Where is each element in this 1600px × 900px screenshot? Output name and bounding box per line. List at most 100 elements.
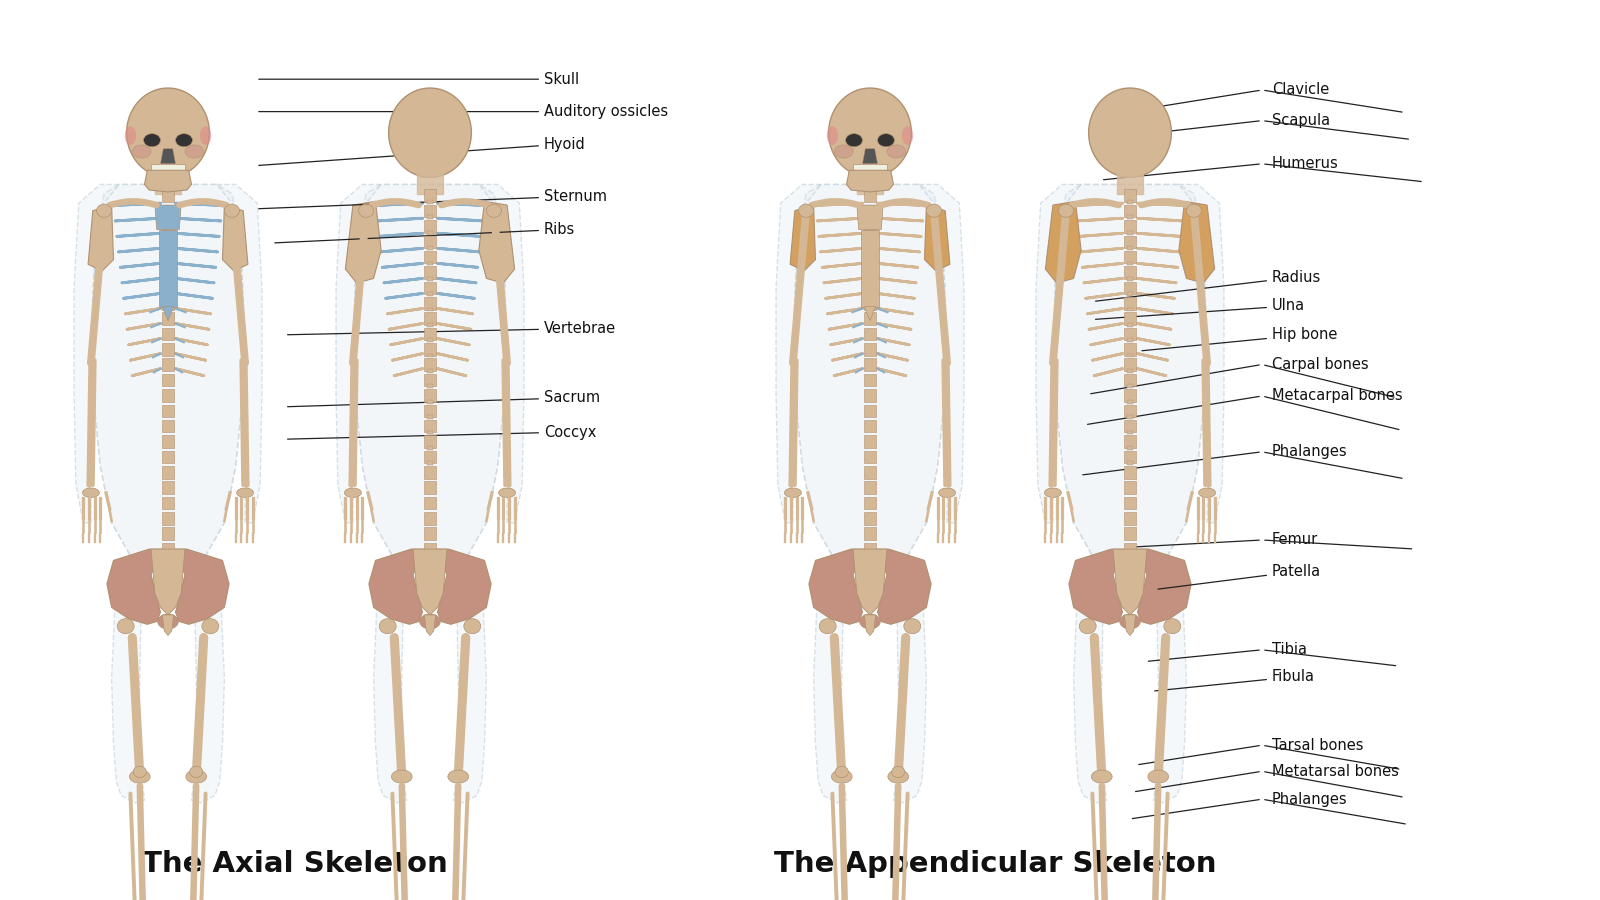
Polygon shape bbox=[144, 170, 192, 192]
Bar bbox=[1123, 405, 1136, 417]
Ellipse shape bbox=[819, 618, 837, 634]
Polygon shape bbox=[446, 568, 486, 803]
Ellipse shape bbox=[200, 126, 211, 145]
Text: Skull: Skull bbox=[259, 72, 579, 86]
Bar bbox=[864, 236, 877, 248]
Ellipse shape bbox=[130, 770, 150, 783]
Text: Scapula: Scapula bbox=[1272, 113, 1330, 128]
Text: Fibula: Fibula bbox=[1155, 670, 1315, 691]
Bar bbox=[1123, 451, 1136, 464]
Ellipse shape bbox=[202, 618, 219, 634]
Ellipse shape bbox=[784, 488, 802, 498]
Bar bbox=[427, 247, 434, 250]
Bar bbox=[1123, 312, 1136, 325]
Bar bbox=[427, 262, 434, 266]
Bar bbox=[162, 497, 174, 509]
Bar bbox=[1123, 512, 1136, 525]
Ellipse shape bbox=[1163, 618, 1181, 634]
Bar bbox=[1126, 308, 1133, 311]
Bar bbox=[864, 405, 877, 417]
Ellipse shape bbox=[1088, 88, 1171, 177]
Bar bbox=[427, 215, 434, 220]
Bar bbox=[1126, 400, 1133, 403]
Text: Metatarsal bones: Metatarsal bones bbox=[1272, 764, 1398, 778]
Polygon shape bbox=[862, 148, 877, 164]
Bar bbox=[1123, 497, 1136, 509]
Bar bbox=[1126, 323, 1133, 327]
Bar bbox=[427, 384, 434, 388]
Bar bbox=[424, 482, 437, 494]
Ellipse shape bbox=[888, 770, 909, 783]
Ellipse shape bbox=[859, 614, 880, 629]
Ellipse shape bbox=[464, 618, 480, 634]
Bar bbox=[427, 200, 434, 203]
Polygon shape bbox=[150, 549, 186, 615]
Bar bbox=[424, 420, 437, 432]
Bar bbox=[162, 266, 174, 279]
Text: Humerus: Humerus bbox=[1272, 157, 1339, 171]
Bar bbox=[1123, 389, 1136, 401]
Bar bbox=[864, 389, 877, 401]
Polygon shape bbox=[1114, 549, 1147, 615]
Polygon shape bbox=[1037, 184, 1082, 523]
Ellipse shape bbox=[133, 145, 150, 158]
Bar bbox=[861, 230, 880, 307]
Ellipse shape bbox=[237, 488, 253, 498]
Bar bbox=[864, 543, 877, 555]
Bar bbox=[424, 497, 437, 509]
Polygon shape bbox=[1069, 549, 1130, 625]
Polygon shape bbox=[112, 568, 150, 803]
Bar bbox=[1123, 466, 1136, 479]
Ellipse shape bbox=[392, 770, 413, 783]
Polygon shape bbox=[336, 184, 381, 523]
Polygon shape bbox=[1179, 202, 1214, 284]
Bar bbox=[162, 220, 174, 233]
Ellipse shape bbox=[891, 766, 904, 778]
Ellipse shape bbox=[827, 126, 838, 145]
Polygon shape bbox=[790, 205, 816, 271]
Bar bbox=[1123, 482, 1136, 494]
Ellipse shape bbox=[886, 145, 906, 158]
Bar bbox=[1123, 343, 1136, 356]
Polygon shape bbox=[864, 307, 875, 320]
Polygon shape bbox=[424, 615, 435, 635]
Text: Phalanges: Phalanges bbox=[1272, 445, 1347, 459]
Bar bbox=[424, 527, 437, 540]
Polygon shape bbox=[1130, 549, 1190, 625]
Polygon shape bbox=[430, 549, 491, 625]
Ellipse shape bbox=[1059, 204, 1074, 217]
Text: Patella: Patella bbox=[1158, 564, 1322, 590]
Text: Sternum: Sternum bbox=[259, 189, 606, 209]
Bar bbox=[1126, 462, 1133, 465]
Polygon shape bbox=[93, 184, 243, 568]
Polygon shape bbox=[864, 615, 875, 635]
Bar bbox=[1126, 430, 1133, 435]
Bar bbox=[427, 400, 434, 403]
Polygon shape bbox=[925, 205, 950, 271]
Bar bbox=[1126, 384, 1133, 388]
Polygon shape bbox=[168, 549, 229, 625]
Bar bbox=[864, 328, 877, 340]
Polygon shape bbox=[186, 568, 224, 803]
Bar bbox=[424, 343, 437, 356]
Bar bbox=[424, 451, 437, 464]
Ellipse shape bbox=[1045, 488, 1061, 498]
Polygon shape bbox=[478, 184, 525, 523]
Bar bbox=[162, 420, 174, 432]
Text: Phalanges: Phalanges bbox=[1272, 792, 1347, 806]
Bar bbox=[424, 466, 437, 479]
Bar bbox=[427, 354, 434, 357]
Bar bbox=[424, 251, 437, 264]
Bar bbox=[1126, 415, 1133, 419]
Ellipse shape bbox=[1120, 614, 1141, 629]
Bar bbox=[427, 462, 434, 465]
Ellipse shape bbox=[389, 88, 472, 177]
Ellipse shape bbox=[176, 133, 192, 147]
Bar bbox=[162, 205, 174, 217]
Bar bbox=[427, 338, 434, 342]
Ellipse shape bbox=[845, 133, 862, 147]
Bar bbox=[162, 466, 174, 479]
Bar bbox=[427, 277, 434, 281]
Text: The Axial Skeleton: The Axial Skeleton bbox=[142, 850, 448, 878]
Bar bbox=[1123, 282, 1136, 294]
